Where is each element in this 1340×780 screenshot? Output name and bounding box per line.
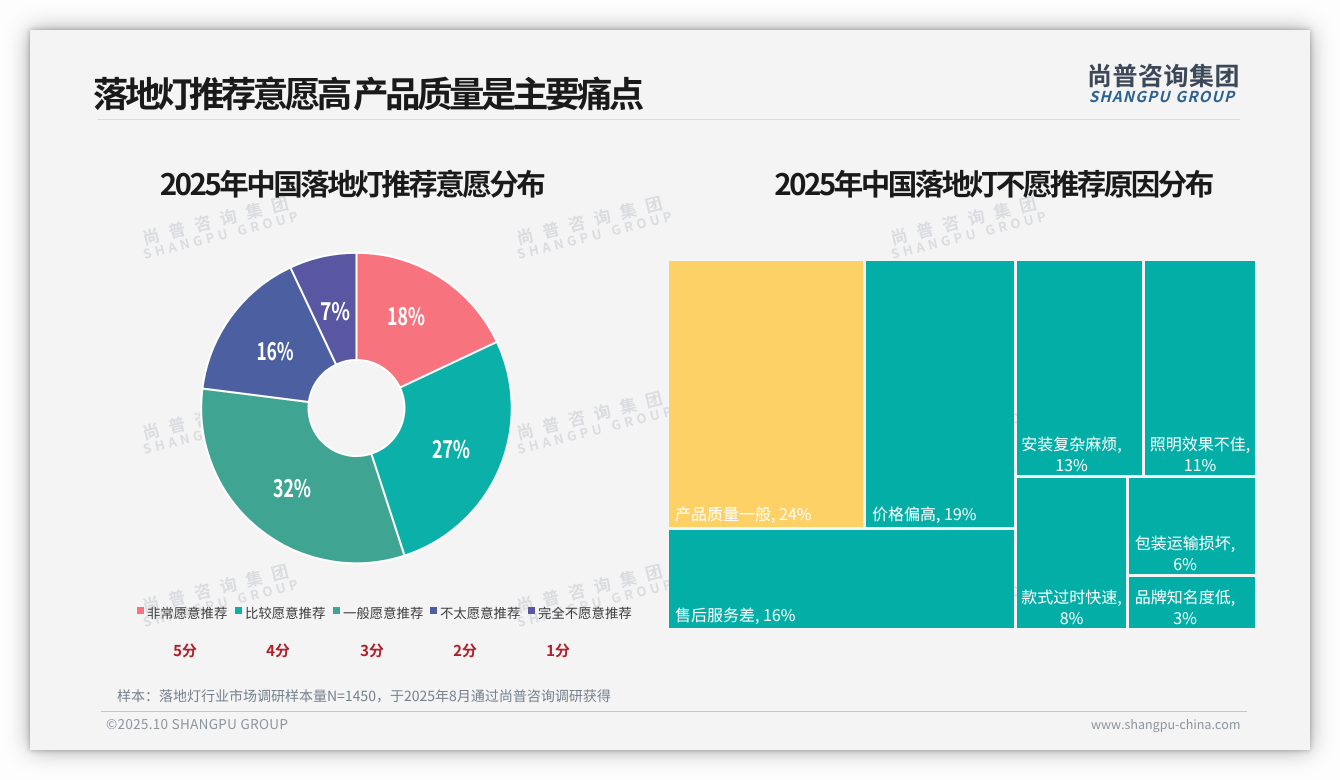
svg-text:7%: 7% [320, 292, 350, 327]
svg-text:18%: 18% [387, 297, 425, 332]
svg-text:27%: 27% [432, 430, 470, 465]
svg-text:16%: 16% [257, 332, 294, 367]
svg-text:32%: 32% [273, 469, 311, 504]
